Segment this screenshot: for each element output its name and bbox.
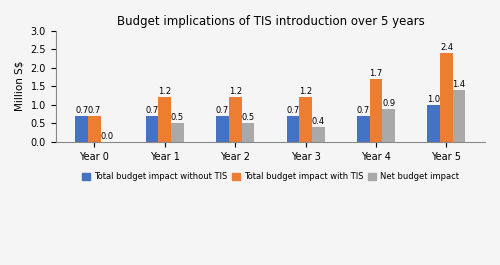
Bar	[357, 116, 370, 142]
Bar	[382, 109, 395, 142]
Bar	[312, 127, 324, 142]
Y-axis label: Million S$: Million S$	[15, 61, 25, 112]
Text: 1.4: 1.4	[452, 80, 466, 89]
Bar	[300, 98, 312, 142]
Text: 0.7: 0.7	[146, 106, 158, 115]
Title: Budget implications of TIS introduction over 5 years: Budget implications of TIS introduction …	[116, 15, 424, 28]
Bar	[76, 116, 88, 142]
Text: 1.2: 1.2	[228, 87, 241, 96]
Bar	[88, 116, 101, 142]
Bar	[453, 90, 466, 142]
Text: 0.7: 0.7	[286, 106, 300, 115]
Text: 0.7: 0.7	[356, 106, 370, 115]
Text: 1.0: 1.0	[427, 95, 440, 104]
Bar	[242, 123, 254, 142]
Text: 2.4: 2.4	[440, 43, 453, 52]
Text: 1.2: 1.2	[299, 87, 312, 96]
Text: 0.7: 0.7	[75, 106, 88, 115]
Bar	[428, 105, 440, 142]
Bar	[229, 98, 241, 142]
Bar	[146, 116, 158, 142]
Text: 0.9: 0.9	[382, 99, 396, 108]
Bar	[440, 53, 453, 142]
Bar	[370, 79, 382, 142]
Text: 1.2: 1.2	[158, 87, 172, 96]
Text: 0.0: 0.0	[100, 132, 114, 141]
Bar	[216, 116, 229, 142]
Text: 0.4: 0.4	[312, 117, 325, 126]
Text: 1.7: 1.7	[370, 69, 382, 78]
Text: 0.7: 0.7	[88, 106, 101, 115]
Bar	[286, 116, 300, 142]
Bar	[158, 98, 171, 142]
Text: 0.5: 0.5	[171, 113, 184, 122]
Text: 0.5: 0.5	[242, 113, 254, 122]
Text: 0.7: 0.7	[216, 106, 229, 115]
Legend: Total budget impact without TIS, Total budget impact with TIS, Net budget impact: Total budget impact without TIS, Total b…	[78, 169, 462, 185]
Bar	[171, 123, 184, 142]
